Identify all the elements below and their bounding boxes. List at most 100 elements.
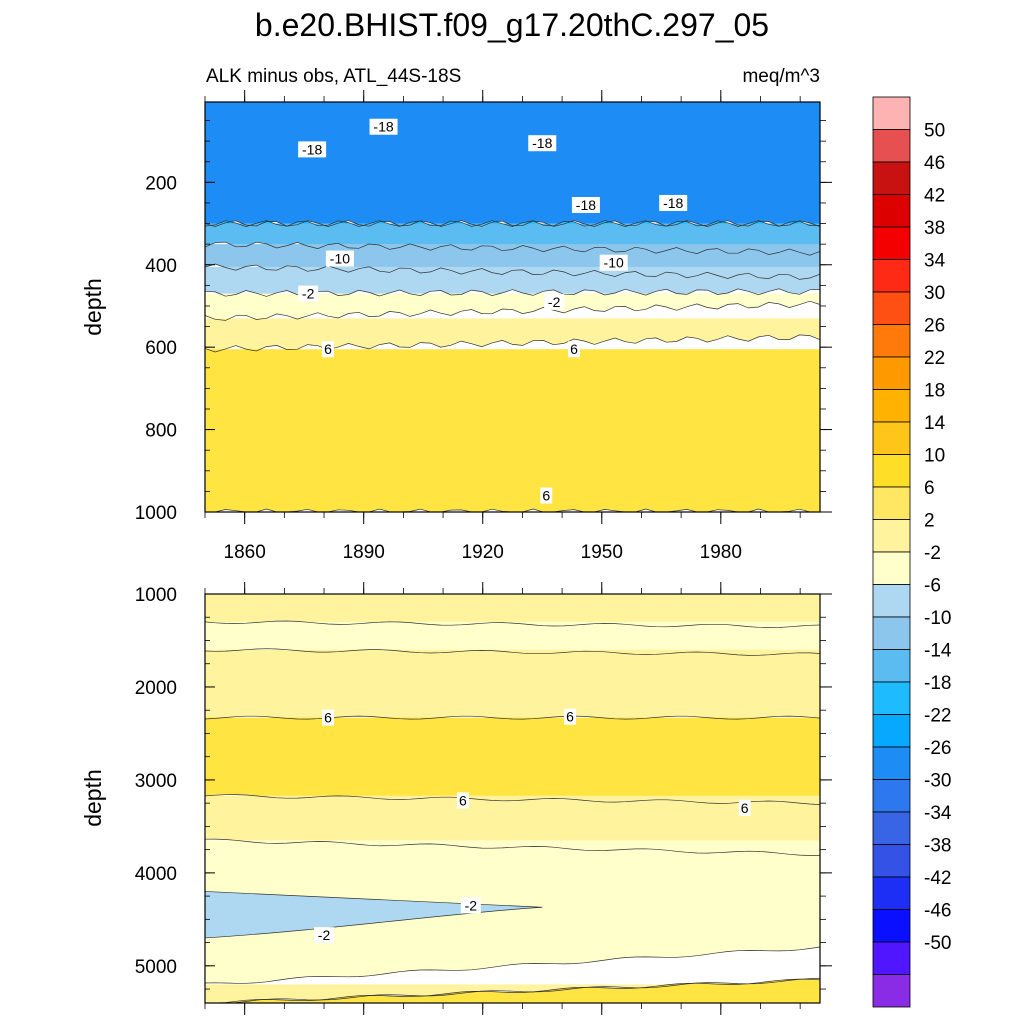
- colorbar-label: -50: [924, 933, 951, 954]
- contour-label-box: [599, 254, 628, 271]
- x-axis-upper: 1860 1890 1920 1950 1980: [204, 90, 801, 563]
- colorbar-label: 42: [924, 186, 945, 207]
- y-tick-label: 800: [145, 421, 177, 442]
- y-tick-label: 400: [145, 256, 177, 277]
- contour-label-box: [369, 118, 398, 135]
- contour-label: -18: [373, 119, 393, 135]
- contour-label: -18: [663, 195, 683, 211]
- contour-label: 6: [566, 709, 574, 725]
- colorbar-label: -10: [924, 608, 951, 629]
- contour-label-box: [540, 487, 553, 504]
- contour-line: [204, 263, 821, 280]
- colorbar-swatch: [872, 129, 911, 163]
- colorbar-swatch: [872, 941, 911, 975]
- colorbar-label: 30: [924, 283, 945, 304]
- x-tick-label: 1920: [462, 542, 504, 563]
- colorbar-swatch: [872, 649, 911, 683]
- colorbar-label: -14: [924, 641, 952, 662]
- contour-label: -18: [532, 135, 552, 151]
- contour-label-box: [528, 135, 557, 152]
- colorbar-swatch: [872, 291, 911, 325]
- colorbar-label: 50: [924, 121, 945, 142]
- contour-label-box: [460, 897, 481, 914]
- contour-label: 6: [324, 710, 332, 726]
- contour-line: [204, 220, 821, 227]
- colorbar-label: 46: [924, 153, 945, 174]
- contour-label: 6: [741, 800, 749, 816]
- contour-label-box: [325, 250, 354, 267]
- colorbar-label: -30: [924, 771, 951, 792]
- contour-lines-upper: [204, 220, 821, 513]
- contour-label: -2: [548, 294, 561, 310]
- contour-line: [204, 648, 821, 656]
- plot-frame-upper: [204, 101, 821, 513]
- x-tick-label: 1890: [343, 542, 385, 563]
- colorbar-label: 10: [924, 446, 945, 467]
- colorbar-swatch: [872, 259, 911, 293]
- contour-band: [205, 318, 820, 352]
- contour-band: [205, 840, 820, 984]
- colorbar-label: -18: [924, 673, 951, 694]
- colorbar-swatch: [872, 194, 911, 228]
- colorbar-swatch: [872, 616, 911, 650]
- contour-label: -18: [302, 141, 322, 157]
- panel-upper: -18 -18 -18 -18 -18 -10 -10 -2 -2 6 6 6 200 400 600 80…: [80, 90, 832, 563]
- contour-line: [204, 715, 821, 720]
- contour-label: 6: [324, 341, 332, 357]
- contour-label-box: [568, 341, 580, 358]
- contour-line: [204, 334, 821, 353]
- contour-band: [205, 717, 820, 805]
- plot-frame-lower: [204, 593, 821, 1004]
- colorbar-swatch: [872, 844, 911, 878]
- contour-band: [205, 293, 820, 321]
- colorbar-swatch: [872, 714, 911, 748]
- contour-line: [204, 891, 543, 939]
- colorbar-label: 26: [924, 316, 945, 337]
- contour-label-box: [738, 799, 751, 816]
- contour-line: [205, 978, 821, 1004]
- y-tick-label: 200: [145, 173, 177, 194]
- contour-line: [204, 220, 821, 227]
- contour-line: [204, 241, 821, 256]
- contour-label-box: [659, 194, 688, 211]
- colorbar-label: -2: [924, 543, 941, 564]
- colorbar-label: -42: [924, 868, 951, 889]
- y-axis-upper: 200 400 600 800 1000: [135, 120, 832, 524]
- contour-band: [205, 349, 820, 512]
- colorbar-label: 22: [924, 348, 945, 369]
- contour-line: [205, 978, 821, 1004]
- contour-bands-upper: [205, 102, 820, 512]
- contour-label: -18: [576, 197, 596, 213]
- y-tick-label: 2000: [135, 678, 177, 699]
- contour-band: [205, 891, 543, 938]
- y-tick-label: 3000: [135, 771, 177, 792]
- contour-band: [205, 266, 820, 297]
- colorbar-label: -22: [924, 706, 951, 727]
- contour-label-box: [456, 792, 469, 809]
- colorbar-label: 6: [924, 478, 935, 499]
- colorbar-label: 14: [924, 413, 946, 434]
- colorbar-swatch: [872, 681, 911, 715]
- subtitle-right: meq/m^3: [742, 66, 820, 87]
- colorbar-swatch: [872, 519, 911, 553]
- contour-label: 6: [542, 488, 550, 504]
- contour-line: [204, 838, 821, 856]
- contour-label: 6: [570, 341, 578, 357]
- contour-labels-upper: -18 -18 -18 -18 -18 -10 -10 -2 -2 6 6 6: [298, 118, 688, 504]
- colorbar-label: 38: [924, 218, 945, 239]
- colorbar-swatch: [872, 779, 911, 813]
- y-tick-label: 4000: [135, 864, 177, 885]
- panel-lower: 6 6 6 6 -2 -2 1000 2000 3000 4000 5000 depth: [80, 582, 832, 1015]
- colorbar-swatch: [872, 324, 911, 358]
- colorbar: 50 46 42 38 34 30 26 22 18 14 10 6 2 -2 -6 -10 -14 -18 -22…: [872, 96, 952, 1008]
- colorbar-label: -46: [924, 901, 951, 922]
- colorbar-label: -6: [924, 576, 941, 597]
- contour-label: 6: [459, 792, 467, 808]
- colorbar-label: 2: [924, 511, 935, 532]
- contour-label-box: [298, 141, 327, 158]
- contour-label: -2: [465, 897, 478, 913]
- colorbar-swatch: [872, 551, 911, 585]
- ylabel-upper: depth: [80, 278, 106, 336]
- contour-label: -10: [604, 255, 624, 271]
- colorbar-swatch: [872, 746, 911, 780]
